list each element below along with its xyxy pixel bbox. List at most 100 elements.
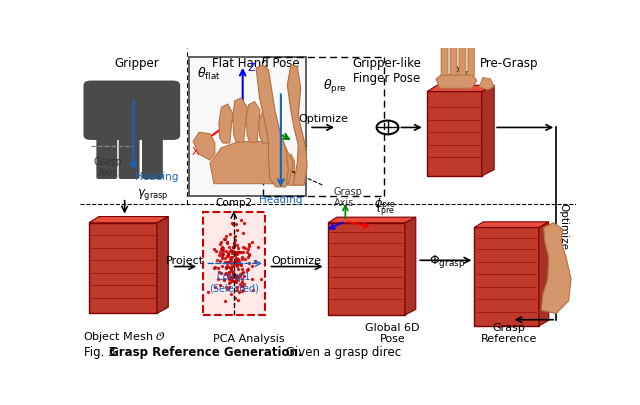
Point [237,230,248,237]
Polygon shape [259,112,273,144]
Point [247,263,257,270]
Polygon shape [474,222,548,228]
Point [232,264,243,270]
Point [244,260,254,266]
Point [232,258,242,264]
Point [228,261,239,267]
Point [225,256,235,263]
Point [215,249,225,256]
Point [218,245,228,252]
Point [232,261,242,267]
Text: Pre-Grasp: Pre-Grasp [480,56,538,69]
Text: $\theta_\mathrm{pre}$: $\theta_\mathrm{pre}$ [323,78,347,96]
Point [234,249,244,255]
Point [224,245,234,251]
Point [244,243,254,250]
Point [232,273,242,279]
Point [244,252,255,258]
Point [214,252,225,258]
Polygon shape [468,47,474,76]
Text: Object Mesh $\mathcal{O}$: Object Mesh $\mathcal{O}$ [83,329,166,343]
Polygon shape [328,217,416,223]
Point [210,264,220,271]
Point [220,260,230,266]
Point [236,217,246,224]
Point [232,284,243,291]
Point [237,270,247,276]
Point [219,237,229,243]
Point [234,261,244,267]
Point [230,252,240,259]
Point [227,221,237,227]
Text: Grasp
Axis: Grasp Axis [334,186,363,208]
Point [227,278,237,284]
Point [221,263,232,270]
Point [228,272,238,279]
Point [222,259,232,266]
FancyBboxPatch shape [142,133,163,179]
Text: Z: Z [248,63,255,72]
Point [224,269,234,275]
Point [230,237,240,243]
Point [230,250,240,257]
Point [214,258,225,265]
Point [232,262,243,268]
Point [232,274,242,281]
Point [224,276,234,283]
Point [210,284,220,290]
Point [237,276,247,283]
Point [214,282,225,288]
Polygon shape [479,78,494,91]
Text: Comp2: Comp2 [215,197,252,207]
Point [209,246,219,253]
Point [233,256,243,263]
Point [228,269,238,276]
Point [234,249,244,255]
Point [227,250,237,256]
Point [227,265,237,271]
Point [223,286,234,293]
Point [225,260,236,267]
Point [221,265,231,272]
Point [238,249,248,255]
Point [223,253,234,260]
Point [223,250,233,256]
Point [253,245,263,251]
Point [243,266,253,273]
Point [235,273,245,279]
Point [247,276,257,282]
Point [221,284,231,290]
Point [238,288,248,294]
Polygon shape [193,133,215,161]
Point [237,288,247,294]
Text: Heading: Heading [259,194,303,205]
Point [227,268,237,274]
Polygon shape [246,102,260,143]
Point [250,258,260,265]
Point [247,239,257,246]
Point [239,273,249,279]
Point [248,287,258,293]
Point [225,279,235,286]
Point [228,245,238,251]
Point [223,251,233,258]
Text: Fig. 3:: Fig. 3: [84,345,124,358]
Point [239,220,249,227]
Point [225,231,236,237]
Point [227,263,237,269]
FancyBboxPatch shape [189,58,306,197]
Polygon shape [459,43,466,76]
Point [220,236,230,243]
Point [223,272,233,278]
Point [238,269,248,276]
Text: Grasp
Reference: Grasp Reference [481,322,537,343]
Point [221,270,231,277]
Point [218,251,228,258]
Point [244,252,254,258]
Point [221,239,232,245]
Point [222,253,232,260]
Point [213,264,223,271]
Point [214,269,224,276]
Text: Flat Hand Pose: Flat Hand Pose [212,56,300,69]
Point [238,245,248,251]
